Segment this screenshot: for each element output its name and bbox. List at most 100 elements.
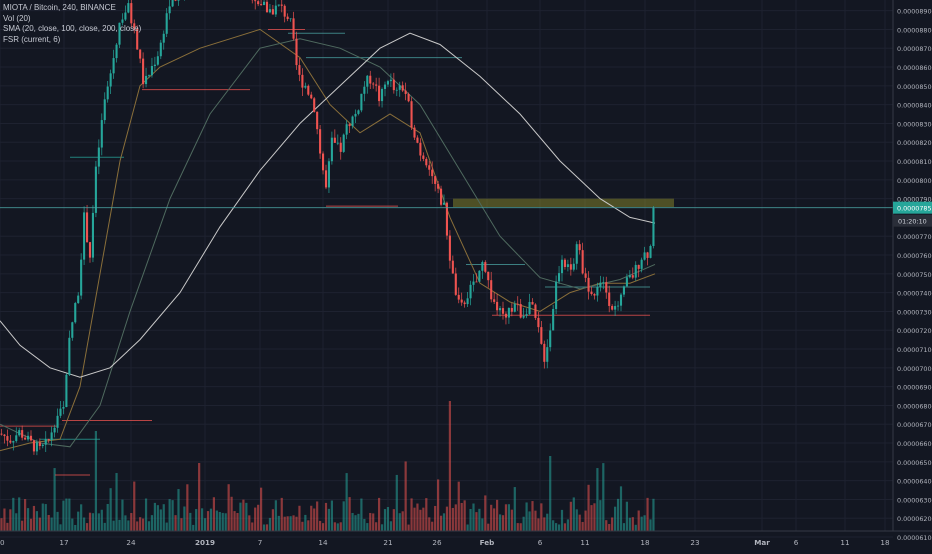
candle-body[interactable] [33, 440, 35, 451]
candle-body[interactable] [59, 409, 61, 416]
candle-body[interactable] [86, 212, 88, 242]
candle-body[interactable] [172, 0, 174, 6]
candle-body[interactable] [313, 98, 315, 112]
candle-body[interactable] [177, 0, 179, 1]
candle-body[interactable] [372, 84, 374, 85]
candle-body[interactable] [290, 18, 292, 19]
candle-body[interactable] [487, 272, 489, 280]
candle-body[interactable] [357, 110, 359, 114]
candle-body[interactable] [614, 306, 616, 310]
candle-body[interactable] [293, 18, 295, 38]
candle-body[interactable] [644, 252, 646, 259]
candle-body[interactable] [428, 165, 430, 169]
legend-sma[interactable]: SMA (20, close, 100, close, 200, close) [3, 24, 141, 35]
candle-body[interactable] [611, 306, 613, 310]
candle-body[interactable] [582, 250, 584, 273]
candle-body[interactable] [287, 17, 289, 19]
candle-body[interactable] [145, 76, 147, 84]
candle-body[interactable] [21, 430, 23, 438]
candle-body[interactable] [284, 6, 286, 17]
candle-body[interactable] [139, 50, 141, 59]
candle-body[interactable] [98, 148, 100, 167]
candle-body[interactable] [57, 416, 59, 428]
candle-body[interactable] [558, 273, 560, 281]
candle-body[interactable] [620, 295, 622, 306]
candle-body[interactable] [340, 143, 342, 152]
candle-body[interactable] [116, 45, 118, 58]
candle-body[interactable] [564, 260, 566, 267]
candle-body[interactable] [608, 293, 610, 306]
candle-body[interactable] [18, 430, 20, 435]
candle-body[interactable] [48, 439, 50, 440]
candle-body[interactable] [39, 442, 41, 446]
candle-body[interactable] [301, 75, 303, 88]
candle-body[interactable] [360, 94, 362, 111]
candle-body[interactable] [366, 76, 368, 87]
candle-body[interactable] [169, 6, 171, 13]
candle-body[interactable] [334, 138, 336, 143]
candle-body[interactable] [71, 322, 73, 338]
candle-body[interactable] [9, 441, 11, 443]
candle-body[interactable] [42, 445, 44, 446]
candle-body[interactable] [505, 314, 507, 318]
candle-body[interactable] [416, 138, 418, 143]
candle-body[interactable] [331, 138, 333, 162]
candle-body[interactable] [540, 327, 542, 344]
candle-body[interactable] [349, 124, 351, 126]
candle-body[interactable] [590, 292, 592, 294]
candle-body[interactable] [30, 436, 32, 441]
candle-body[interactable] [83, 212, 85, 259]
legend-symbol[interactable]: MIOTA / Bitcoin, 240, BINANCE [3, 3, 141, 14]
candle-body[interactable] [537, 318, 539, 327]
candle-body[interactable] [617, 306, 619, 307]
candle-body[interactable] [576, 244, 578, 264]
legend-volume[interactable]: Vol (20) [3, 14, 141, 25]
candle-body[interactable] [343, 135, 345, 152]
candle-body[interactable] [352, 117, 354, 127]
candle-body[interactable] [523, 316, 525, 318]
candle-body[interactable] [384, 85, 386, 89]
candle-body[interactable] [298, 65, 300, 75]
candle-body[interactable] [484, 262, 486, 272]
candle-body[interactable] [461, 300, 463, 303]
candle-body[interactable] [499, 308, 501, 310]
candle-body[interactable] [511, 308, 513, 312]
candle-body[interactable] [381, 89, 383, 101]
candle-body[interactable] [555, 282, 557, 309]
candle-body[interactable] [561, 260, 563, 273]
candle-body[interactable] [405, 91, 407, 94]
candle-body[interactable] [508, 308, 510, 318]
candle-body[interactable] [101, 120, 103, 147]
candle-body[interactable] [160, 43, 162, 57]
candle-body[interactable] [107, 87, 109, 100]
candle-body[interactable] [113, 58, 115, 73]
candle-body[interactable] [652, 208, 654, 246]
candle-body[interactable] [275, 6, 277, 15]
candle-body[interactable] [602, 282, 604, 283]
candle-body[interactable] [422, 156, 424, 159]
candle-body[interactable] [154, 65, 156, 66]
candle-body[interactable] [375, 84, 377, 85]
candle-body[interactable] [104, 99, 106, 120]
candle-body[interactable] [546, 347, 548, 362]
candle-body[interactable] [517, 304, 519, 305]
candle-body[interactable] [363, 87, 365, 94]
candle-body[interactable] [434, 176, 436, 184]
candle-body[interactable] [387, 81, 389, 84]
candle-body[interactable] [166, 13, 168, 34]
candle-body[interactable] [520, 304, 522, 318]
candle-body[interactable] [24, 438, 26, 440]
candle-body[interactable] [452, 261, 454, 274]
candle-body[interactable] [151, 66, 153, 75]
candle-body[interactable] [549, 330, 551, 347]
candle-body[interactable] [257, 1, 259, 4]
candle-body[interactable] [325, 170, 327, 187]
candle-body[interactable] [148, 75, 150, 76]
candle-body[interactable] [635, 265, 637, 278]
candle-body[interactable] [77, 296, 79, 303]
candle-body[interactable] [638, 265, 640, 269]
candle-body[interactable] [316, 112, 318, 129]
candle-body[interactable] [647, 252, 649, 257]
candle-body[interactable] [458, 295, 460, 300]
